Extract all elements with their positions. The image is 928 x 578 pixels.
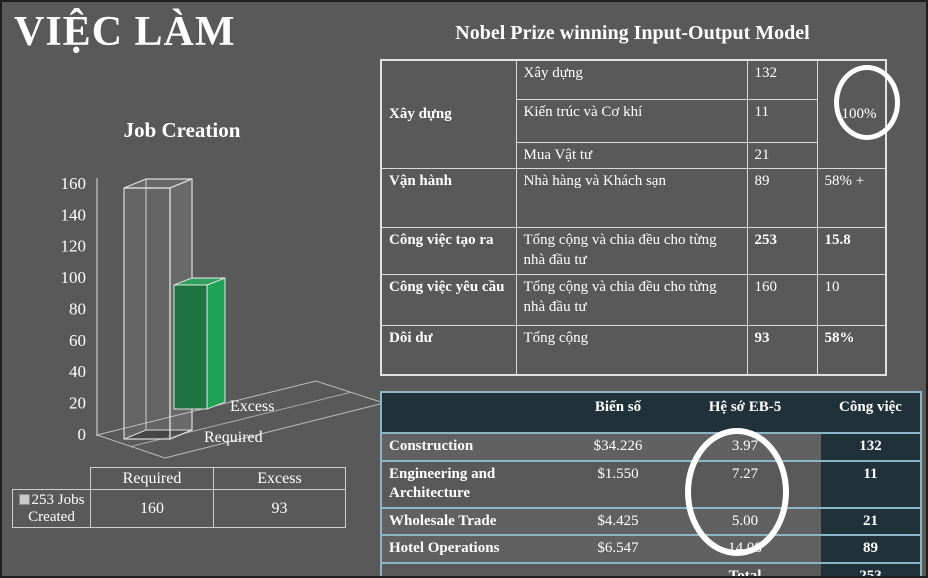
chart-floor — [95, 380, 382, 459]
tick-100: 100 — [61, 268, 87, 287]
table-total-row: Total 253 — [381, 561, 921, 576]
eb5-header-bienso: Biến số — [567, 392, 669, 433]
tick-60: 60 — [69, 331, 86, 350]
eb5-bienso-value: $6.547 — [567, 534, 669, 563]
io-model-title: Nobel Prize winning Input-Output Model — [455, 22, 810, 44]
io-value: 93 — [746, 324, 818, 376]
io-group-xaydung: Xây dựng — [380, 59, 517, 170]
io-value: 253 — [746, 227, 818, 275]
chart-data-table: Required Excess 253 Jobs Created 160 93 — [12, 467, 346, 528]
io-desc: Mua Vật tư — [515, 141, 748, 170]
table-row: Wholesale Trade $4.425 5.00 21 — [381, 506, 921, 535]
eb5-header-heso: Hệ sớ EB-5 — [669, 392, 821, 433]
tick-20: 20 — [69, 394, 86, 413]
tick-160: 160 — [61, 174, 87, 193]
io-value: 11 — [746, 98, 818, 143]
table-row: Công việc tạo ra Tổng cộng và chia đều c… — [380, 227, 887, 275]
eb5-jobs-value: 21 — [821, 506, 921, 535]
io-desc: Tổng cộng và chia đều cho từng nhà đầu t… — [515, 227, 748, 275]
io-group-congviec-yeucau: Công việc yêu cầu — [380, 273, 517, 326]
io-pct: 10 — [816, 273, 887, 326]
legend-header-excess: Excess — [213, 467, 346, 490]
io-desc: Xây dựng — [515, 59, 748, 100]
circle-annotation-100pct — [834, 65, 900, 140]
io-group-congviec-taora: Công việc tạo ra — [380, 227, 517, 275]
eb5-total-empty — [381, 561, 567, 576]
eb5-row-label: Engineering and Architecture — [381, 459, 567, 508]
tick-40: 40 — [69, 362, 86, 381]
eb5-header-congviec: Công việc — [821, 392, 921, 433]
table-row: Construction $34.226 3.97 132 — [381, 432, 921, 461]
eb5-row-label: Hotel Operations — [381, 534, 567, 563]
excess-bar — [173, 277, 226, 410]
eb5-total-value: 253 — [821, 561, 921, 576]
io-value: 132 — [746, 59, 818, 100]
eb5-total-empty — [567, 561, 669, 576]
eb5-jobs-value: 89 — [821, 534, 921, 563]
tick-120: 120 — [61, 237, 87, 256]
circle-annotation-eb5-coeffs — [685, 428, 789, 556]
io-model-table: Xây dựng Xây dựng 132 100% Kiến trúc và … — [380, 59, 887, 377]
io-pct: 15.8 — [816, 227, 887, 275]
legend-series-label: 253 Jobs Created — [28, 492, 85, 525]
io-pct: 58% + — [816, 168, 887, 229]
io-desc: Kiến trúc và Cơ khí — [515, 98, 748, 143]
io-desc: Tổng cộng — [515, 324, 748, 376]
io-desc: Tổng cộng và chia đều cho từng nhà đầu t… — [515, 273, 748, 326]
table-row: Mua Vật tư 21 — [381, 141, 886, 170]
io-pct: 58% — [816, 324, 887, 376]
io-group-doidu: Dôi dư — [380, 324, 517, 376]
legend-key-icon — [18, 494, 30, 505]
io-group-vanhanh: Vận hành — [380, 168, 517, 229]
io-value: 21 — [746, 141, 818, 170]
io-value: 89 — [746, 168, 818, 229]
eb5-total-label: Total — [669, 561, 821, 576]
eb5-bienso-value: $34.226 — [567, 432, 669, 461]
chart-title: Job Creation — [123, 118, 241, 142]
legend-series-cell: 253 Jobs Created — [12, 489, 91, 528]
eb5-row-label: Wholesale Trade — [381, 506, 567, 535]
io-desc: Nhà hàng và Khách sạn — [515, 168, 748, 229]
eb5-table: Biến số Hệ sớ EB-5 Công việc Constructio… — [380, 391, 922, 576]
table-row: Công việc yêu cầu Tổng cộng và chia đều … — [380, 273, 887, 326]
eb5-bienso-value: $4.425 — [567, 506, 669, 535]
eb5-jobs-value: 132 — [821, 432, 921, 461]
job-creation-chart: 160 140 120 100 80 60 40 20 0 Excess — [61, 174, 382, 459]
y-axis-tick-labels: 160 140 120 100 80 60 40 20 0 — [61, 174, 87, 444]
table-row: Dôi dư Tổng cộng 93 58% — [380, 324, 887, 376]
eb5-row-label: Construction — [381, 432, 567, 461]
table-row: Vận hành Nhà hàng và Khách sạn 89 58% + — [380, 168, 887, 229]
tick-80: 80 — [69, 299, 86, 318]
series-label-excess: Excess — [230, 398, 274, 415]
slide-title: VIỆC LÀM — [14, 9, 236, 55]
eb5-jobs-value: 11 — [821, 459, 921, 508]
io-value: 160 — [746, 273, 818, 326]
legend-value-required: 160 — [90, 489, 214, 528]
series-label-required: Required — [204, 429, 263, 446]
legend-value-excess: 93 — [213, 489, 346, 528]
eb5-header-empty — [381, 392, 567, 433]
table-header-row: Biến số Hệ sớ EB-5 Công việc — [381, 392, 921, 433]
table-row: Kiến trúc và Cơ khí 11 — [381, 98, 886, 143]
eb5-bienso-value: $1.550 — [567, 459, 669, 508]
table-row: Engineering and Architecture $1.550 7.27… — [381, 459, 921, 508]
legend-empty-cell — [13, 468, 91, 490]
legend-header-required: Required — [90, 467, 214, 490]
tick-0: 0 — [78, 425, 87, 444]
tick-140: 140 — [61, 205, 87, 224]
table-row: Xây dựng Xây dựng 132 100% — [380, 59, 887, 170]
table-row: Hotel Operations $6.547 14.08 89 — [381, 534, 921, 563]
